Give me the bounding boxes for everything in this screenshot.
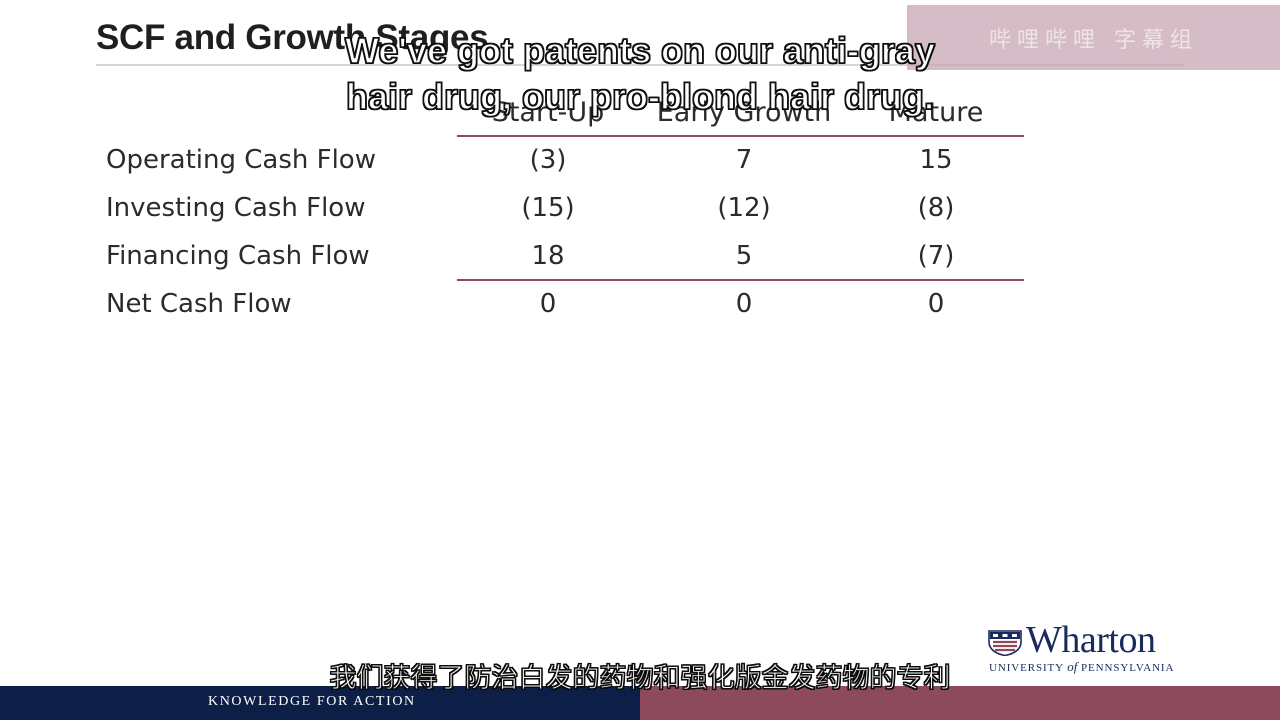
- penn-shield-icon: [988, 630, 1022, 656]
- cell-start-up: 18: [531, 241, 565, 271]
- english-subtitle-line-1: We've got patents on our anti-gray: [344, 29, 935, 72]
- row-label: Net Cash Flow: [106, 289, 292, 319]
- logo-university-line: UNIVERSITY of PENNSYLVANIA: [989, 659, 1174, 675]
- row-label: Financing Cash Flow: [106, 241, 370, 271]
- cell-mature: 0: [927, 289, 945, 319]
- logo-sub-suffix: PENNSYLVANIA: [1077, 662, 1175, 674]
- cell-early-growth: 5: [735, 241, 753, 271]
- chinese-subtitle: 我们获得了防治白发的药物和强化版金发药物的专利: [329, 663, 951, 695]
- watermark-text: 哔哩哔哩 字幕组: [989, 27, 1198, 53]
- cell-early-growth: 7: [735, 145, 753, 175]
- table-total-rule: [457, 279, 1024, 281]
- column-header-early-growth: Early Growth: [656, 97, 832, 128]
- footer-bar-navy: [0, 686, 640, 720]
- column-header-mature: Mature: [888, 97, 984, 128]
- english-subtitle-line-2: hair drug, our pro-blond hair drug.: [345, 75, 934, 118]
- slide-title: SCF and Growth Stages: [96, 18, 489, 57]
- footer-tagline: KNOWLEDGE FOR ACTION: [208, 694, 416, 709]
- logo-sub-of: of: [1067, 659, 1078, 674]
- row-label: Investing Cash Flow: [106, 193, 366, 223]
- logo-wordmark: Wharton: [1026, 619, 1156, 661]
- title-divider: [96, 64, 1184, 66]
- cell-start-up: 0: [539, 289, 557, 319]
- cell-mature: 15: [919, 145, 953, 175]
- column-header-start-up: Start-Up: [491, 97, 605, 128]
- cell-start-up: (15): [521, 193, 575, 223]
- english-subtitle: We've got patents on our anti-gray hair …: [344, 28, 935, 120]
- watermark-overlay: 哔哩哔哩 字幕组: [907, 5, 1280, 70]
- cell-early-growth: (12): [717, 193, 771, 223]
- footer-bar-maroon: [640, 686, 1280, 720]
- cell-mature: (7): [917, 241, 955, 271]
- cell-mature: (8): [917, 193, 955, 223]
- wharton-logo: Wharton UNIVERSITY of PENNSYLVANIA: [988, 619, 1193, 675]
- cell-early-growth: 0: [735, 289, 753, 319]
- row-label: Operating Cash Flow: [106, 145, 376, 175]
- table-header-rule: [457, 135, 1024, 137]
- logo-sub-prefix: UNIVERSITY: [989, 662, 1068, 674]
- cell-start-up: (3): [529, 145, 567, 175]
